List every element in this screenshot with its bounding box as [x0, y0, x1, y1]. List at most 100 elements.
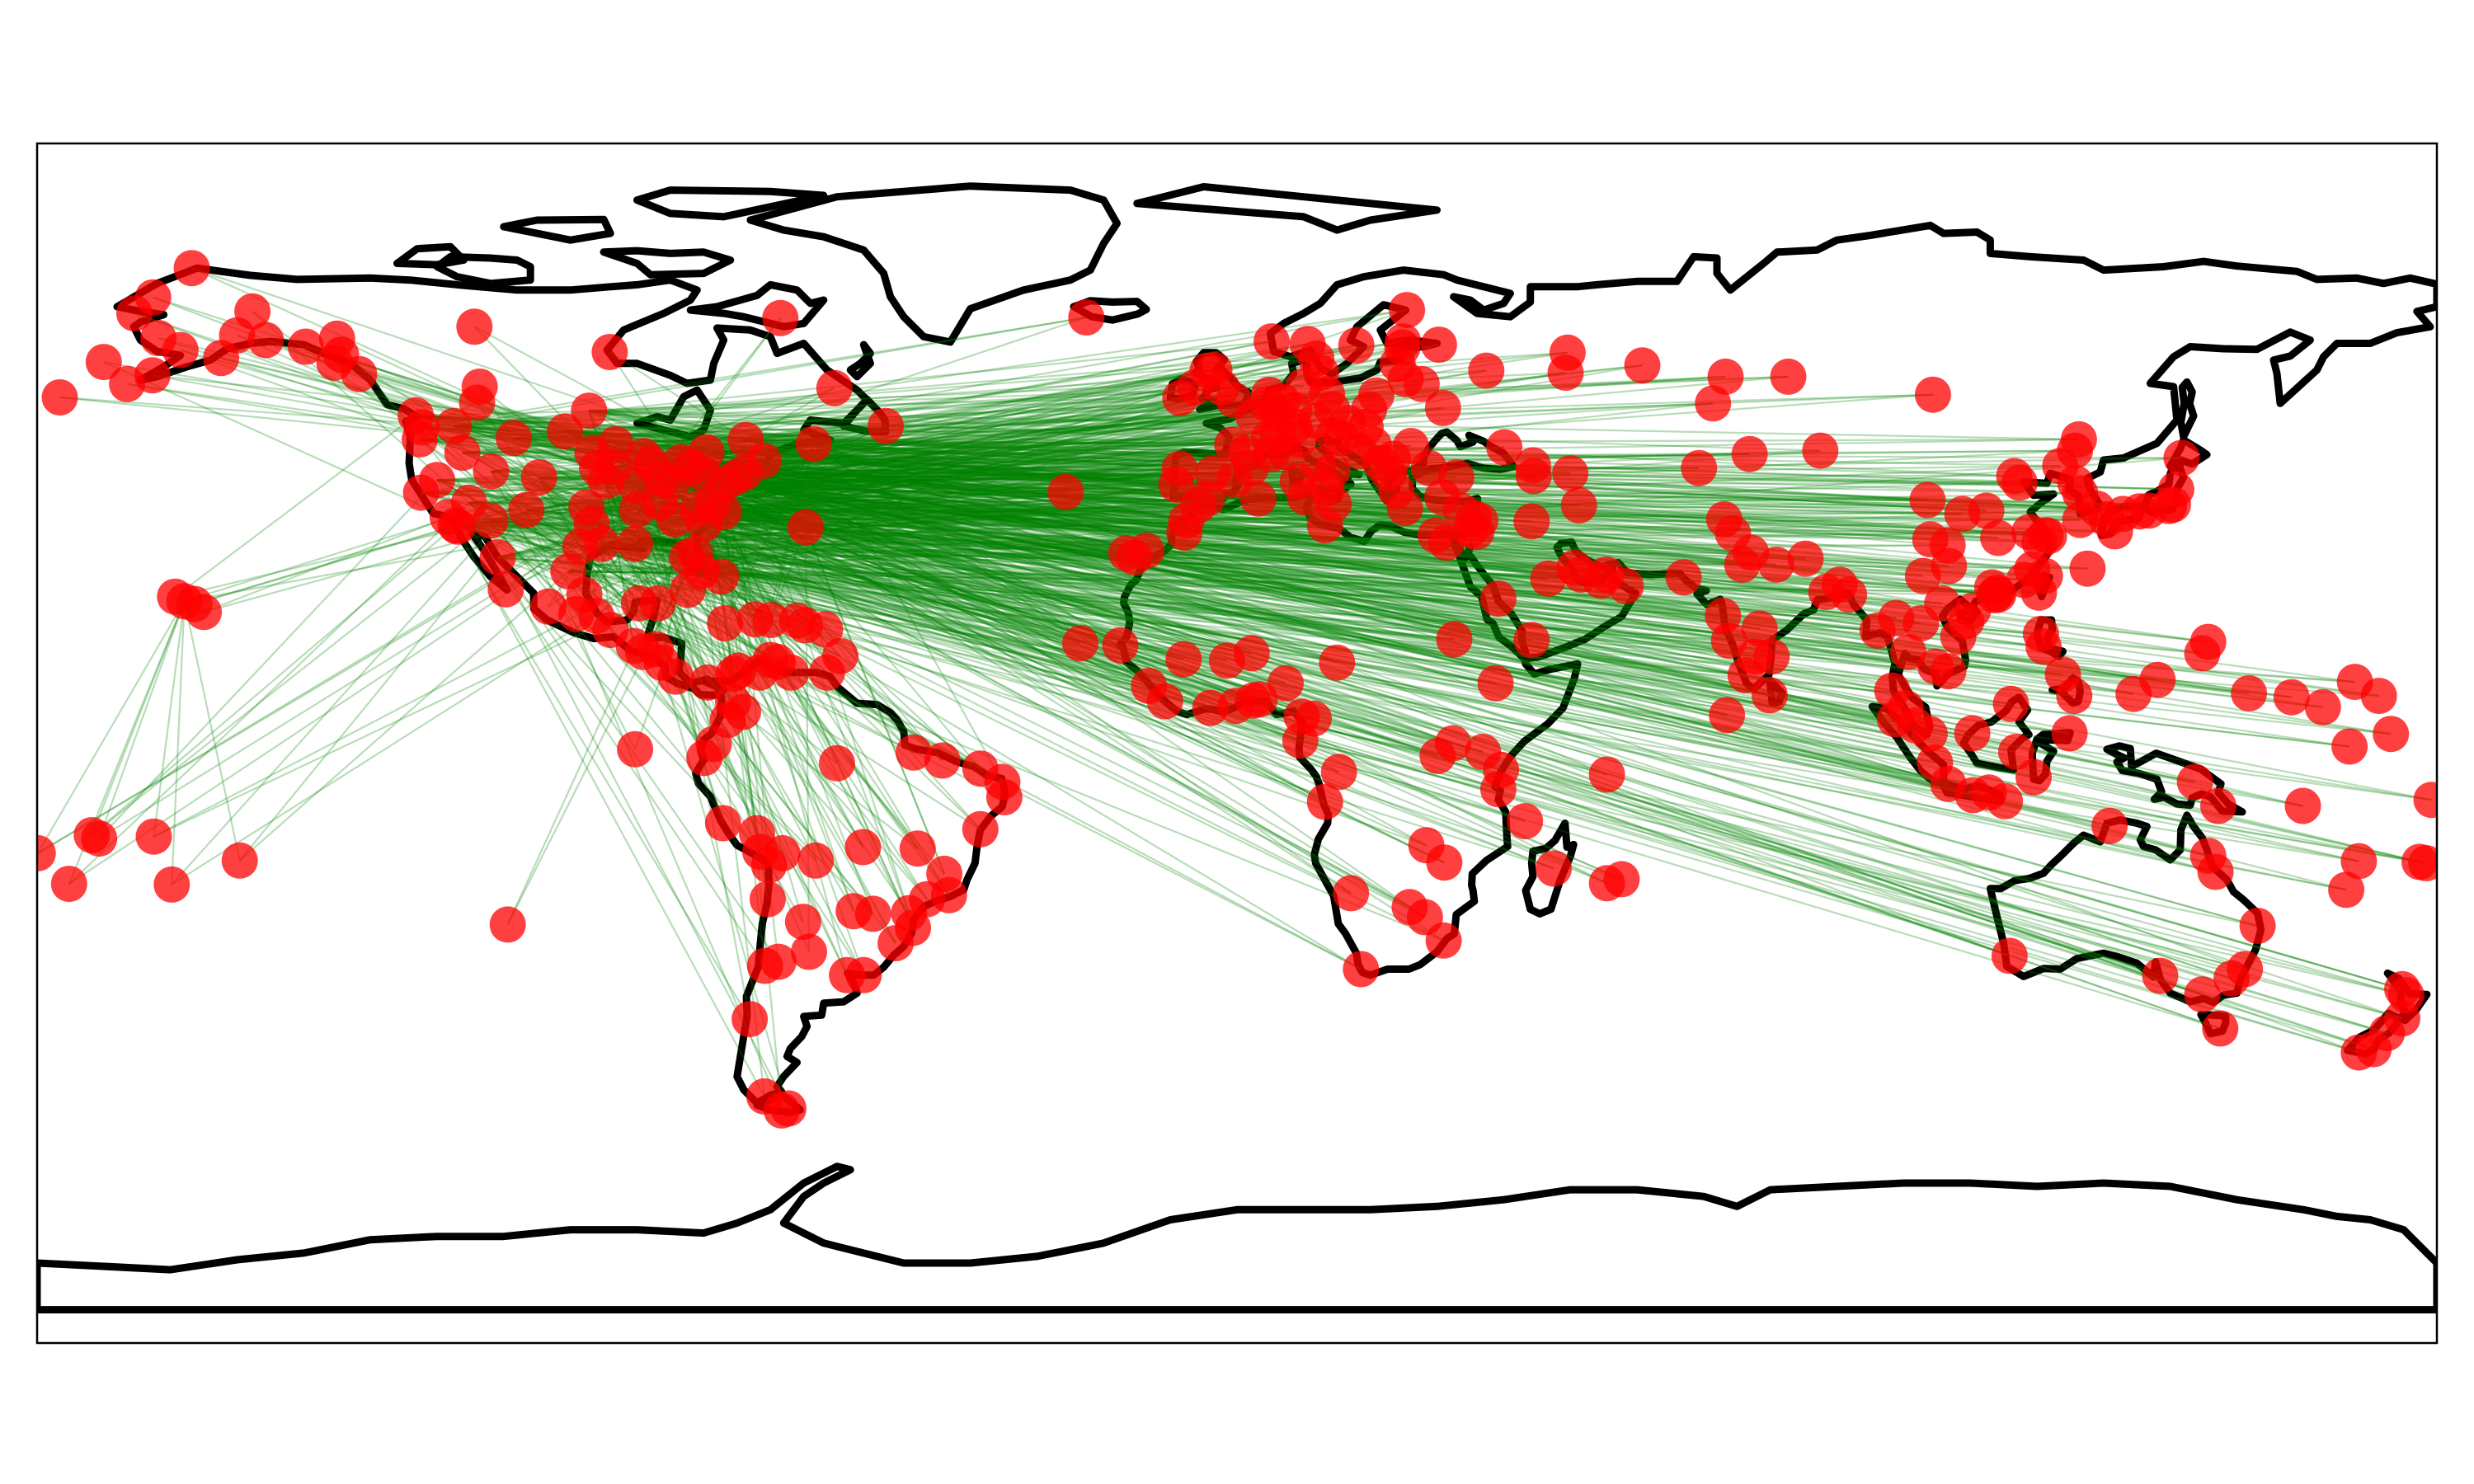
airport-marker[interactable] — [1931, 547, 1968, 585]
airport-marker[interactable] — [1954, 777, 1992, 814]
airport-marker[interactable] — [1128, 532, 1165, 569]
airport-marker[interactable] — [1253, 323, 1290, 360]
airport-marker[interactable] — [705, 494, 742, 530]
airport-marker[interactable] — [750, 847, 788, 884]
airport-marker[interactable] — [1479, 771, 1517, 808]
airport-marker[interactable] — [1462, 502, 1498, 539]
airport-marker[interactable] — [1298, 340, 1335, 378]
airport-marker[interactable] — [731, 1001, 769, 1038]
airport-marker[interactable] — [173, 250, 210, 287]
airport-marker[interactable] — [1477, 665, 1514, 702]
airport-marker[interactable] — [741, 654, 778, 691]
airport-marker[interactable] — [1753, 638, 1790, 675]
airport-marker[interactable] — [784, 904, 821, 941]
airport-marker[interactable] — [1507, 803, 1544, 840]
airport-marker[interactable] — [435, 407, 473, 444]
airport-marker[interactable] — [788, 509, 824, 546]
airport-marker[interactable] — [1681, 449, 1718, 486]
airport-marker[interactable] — [2056, 678, 2093, 715]
airport-marker[interactable] — [1607, 567, 1644, 604]
airport-marker[interactable] — [2213, 960, 2250, 997]
airport-marker[interactable] — [461, 369, 498, 405]
airport-marker[interactable] — [1319, 644, 1356, 681]
airport-marker[interactable] — [2340, 843, 2378, 880]
airport-marker[interactable] — [1911, 716, 1948, 753]
airport-marker[interactable] — [1948, 603, 1985, 640]
airport-marker[interactable] — [1343, 951, 1380, 988]
airport-marker[interactable] — [1196, 351, 1233, 388]
airport-marker[interactable] — [1968, 492, 2005, 529]
airport-marker[interactable] — [657, 658, 694, 695]
airport-marker[interactable] — [1102, 627, 1139, 664]
airport-marker[interactable] — [2413, 782, 2450, 819]
airport-marker[interactable] — [1513, 622, 1550, 659]
airport-marker[interactable] — [1315, 417, 1352, 453]
airport-marker[interactable] — [2304, 688, 2341, 726]
airport-marker[interactable] — [2328, 871, 2365, 909]
airport-marker[interactable] — [2096, 513, 2133, 550]
airport-marker[interactable] — [153, 866, 190, 903]
airport-marker[interactable] — [203, 340, 240, 377]
airport-marker[interactable] — [2001, 464, 2038, 501]
airport-marker[interactable] — [760, 943, 797, 980]
airport-marker[interactable] — [2202, 1010, 2239, 1047]
airport-marker[interactable] — [1890, 633, 1926, 670]
airport-marker[interactable] — [1389, 292, 1426, 329]
airport-marker[interactable] — [135, 818, 172, 855]
airport-marker[interactable] — [1914, 376, 1951, 413]
airport-marker[interactable] — [1695, 385, 1732, 422]
airport-marker[interactable] — [749, 881, 786, 918]
airport-marker[interactable] — [1268, 665, 1304, 702]
airport-marker[interactable] — [617, 525, 654, 562]
airport-marker[interactable] — [1371, 455, 1408, 492]
airport-marker[interactable] — [2062, 501, 2099, 538]
airport-marker[interactable] — [2015, 758, 2052, 796]
airport-marker[interactable] — [487, 571, 524, 608]
airport-marker[interactable] — [419, 462, 455, 499]
airport-marker[interactable] — [1954, 715, 1991, 752]
airport-marker[interactable] — [844, 829, 882, 866]
airport-marker[interactable] — [1552, 455, 1589, 492]
airport-marker[interactable] — [924, 742, 961, 779]
airport-marker[interactable] — [1419, 737, 1456, 774]
airport-marker[interactable] — [1468, 352, 1505, 389]
airport-marker[interactable] — [547, 413, 584, 450]
airport-marker[interactable] — [287, 328, 324, 365]
airport-marker[interactable] — [247, 322, 285, 359]
airport-marker[interactable] — [2239, 908, 2276, 944]
airport-marker[interactable] — [1917, 648, 1954, 685]
airport-marker[interactable] — [1320, 754, 1357, 791]
airport-marker[interactable] — [2139, 661, 2176, 698]
airport-marker[interactable] — [221, 842, 258, 879]
airport-marker[interactable] — [686, 740, 723, 777]
airport-marker[interactable] — [2284, 787, 2321, 824]
airport-marker[interactable] — [1991, 937, 2028, 974]
airport-marker[interactable] — [707, 605, 744, 641]
airport-marker[interactable] — [984, 763, 1021, 801]
airport-marker[interactable] — [1727, 657, 1764, 693]
airport-marker[interactable] — [620, 585, 657, 622]
airport-marker[interactable] — [508, 491, 545, 528]
airport-marker[interactable] — [899, 830, 936, 867]
airport-marker[interactable] — [1386, 490, 1423, 527]
airport-marker[interactable] — [1239, 480, 1277, 517]
airport-marker[interactable] — [715, 655, 752, 693]
airport-marker[interactable] — [795, 425, 832, 463]
airport-marker[interactable] — [318, 320, 355, 357]
airport-marker[interactable] — [1068, 299, 1105, 336]
airport-marker[interactable] — [2401, 843, 2438, 881]
airport-marker[interactable] — [1802, 432, 1839, 469]
airport-marker[interactable] — [1436, 621, 1473, 658]
airport-marker[interactable] — [2142, 957, 2179, 994]
airport-marker[interactable] — [2163, 439, 2200, 477]
airport-marker[interactable] — [762, 299, 799, 336]
airport-marker[interactable] — [157, 578, 194, 615]
airport-marker[interactable] — [1515, 458, 1552, 495]
airport-marker[interactable] — [1391, 889, 1428, 926]
airport-marker[interactable] — [2373, 716, 2410, 753]
airport-marker[interactable] — [1588, 865, 1625, 902]
airport-marker[interactable] — [2021, 524, 2058, 561]
airport-marker[interactable] — [1665, 559, 1702, 596]
airport-marker[interactable] — [617, 730, 654, 768]
